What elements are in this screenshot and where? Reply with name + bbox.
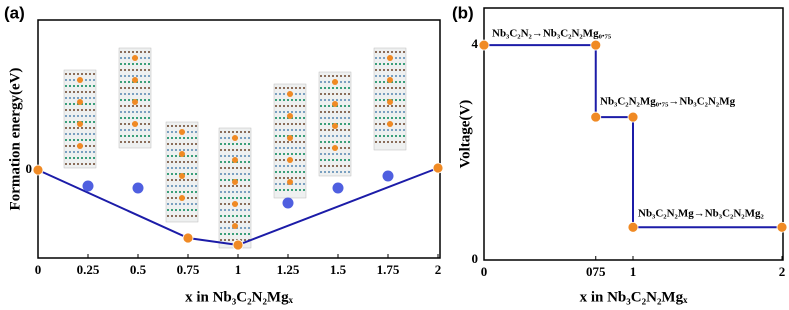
structure-frame <box>165 121 199 223</box>
panel-label: (b) <box>452 3 474 22</box>
structure-atom <box>132 77 138 83</box>
data-point <box>478 39 490 51</box>
structure-illustration <box>165 121 199 223</box>
annotation: Nb₃C₂N₂→Nb₃C₂N₂Mg₀.₇₅ <box>492 28 612 40</box>
structure-atom <box>387 121 393 127</box>
structure-atom <box>387 55 393 61</box>
x-tick-label: 1.5 <box>330 262 347 277</box>
x-tick-label: 0 <box>35 262 42 277</box>
structure-atom <box>332 123 338 129</box>
panel-label: (a) <box>4 3 25 22</box>
structure-atom <box>387 77 393 83</box>
data-point <box>182 232 194 244</box>
y-tick-label: 0 <box>472 251 479 266</box>
data-point <box>590 39 602 51</box>
structure-frame <box>63 69 97 169</box>
x-tick-label: 0.25 <box>77 262 100 277</box>
scatter-point <box>332 182 344 194</box>
x-axis-label: x in Nb₃C₂N₂Mgₓ <box>580 289 688 305</box>
structure-atom <box>332 79 338 85</box>
structure-atom <box>179 129 185 135</box>
x-tick-label: 0 <box>481 264 488 279</box>
y-axis-label: Voltage(V) <box>457 100 473 169</box>
data-point <box>627 221 639 233</box>
data-point <box>776 221 788 233</box>
x-tick-label: 1 <box>235 262 242 277</box>
data-point <box>627 111 639 123</box>
data-point <box>232 239 244 251</box>
structure-atom <box>287 113 293 119</box>
structure-atom <box>232 223 238 229</box>
structure-atom <box>387 99 393 105</box>
x-tick-label: 1.25 <box>277 262 300 277</box>
structure-illustration <box>318 71 352 177</box>
structure-illustration <box>218 127 252 249</box>
x-tick-label: 1 <box>630 264 637 279</box>
data-line <box>484 44 782 229</box>
structure-atom <box>287 135 293 141</box>
structure-illustration <box>273 83 307 199</box>
structure-atom <box>77 99 83 105</box>
structure-atom <box>179 151 185 157</box>
y-tick-label: 4 <box>472 36 479 51</box>
plot-frame <box>37 19 441 259</box>
structure-atom <box>287 179 293 185</box>
x-tick-label: 2 <box>779 264 786 279</box>
structure-atom <box>287 157 293 163</box>
x-axis-label: x in Nb₃C₂N₂Mgₓ <box>185 289 293 305</box>
scatter-point <box>382 170 394 182</box>
data-line <box>37 167 439 247</box>
structure-illustration <box>373 47 407 151</box>
data-point <box>432 162 444 174</box>
annotation: Nb₃C₂N₂Mg→Nb₃C₂N₂Mg₂ <box>638 208 764 220</box>
x-tick-label: 075 <box>586 264 606 279</box>
x-tick-label: 0.75 <box>177 262 200 277</box>
structure-atom <box>77 143 83 149</box>
data-point <box>590 111 602 123</box>
scatter-point <box>282 197 294 209</box>
structure-frame <box>218 127 252 249</box>
structure-frame <box>118 47 152 149</box>
x-tick-label: 1.75 <box>377 262 400 277</box>
scatter-point <box>82 180 94 192</box>
structure-atom <box>77 121 83 127</box>
structure-atom <box>232 201 238 207</box>
y-tick-label: 0 <box>26 161 33 176</box>
structure-atom <box>332 145 338 151</box>
structure-illustration <box>63 69 97 169</box>
structure-atom <box>77 77 83 83</box>
structure-atom <box>132 121 138 127</box>
structure-atom <box>232 135 238 141</box>
structure-atom <box>132 99 138 105</box>
data-point <box>32 164 44 176</box>
structure-illustration <box>118 47 152 149</box>
annotation: Nb₃C₂N₂Mg₀.₇₅→Nb₃C₂N₂Mg <box>600 96 736 108</box>
x-tick-label: 2 <box>435 262 442 277</box>
structure-atom <box>332 101 338 107</box>
scatter-point <box>132 182 144 194</box>
structure-atom <box>179 173 185 179</box>
structure-atom <box>287 91 293 97</box>
structure-atom <box>232 157 238 163</box>
structure-atom <box>132 55 138 61</box>
x-tick-label: 0.5 <box>130 262 147 277</box>
y-axis-label: Formation energy(eV) <box>7 68 23 211</box>
structure-atom <box>179 195 185 201</box>
structure-atom <box>232 179 238 185</box>
